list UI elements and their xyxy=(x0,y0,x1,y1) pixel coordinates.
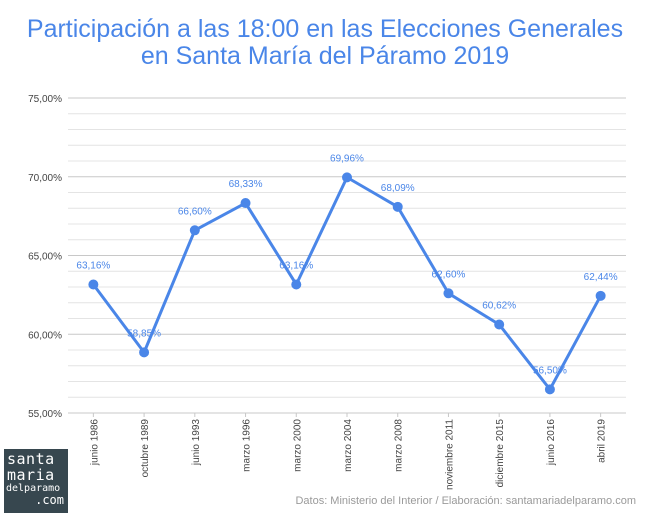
x-tick-label: octubre 1989 xyxy=(140,419,151,478)
data-point xyxy=(392,201,403,212)
data-label: 66,60% xyxy=(178,206,212,217)
series-line xyxy=(91,175,603,391)
data-point xyxy=(494,319,505,330)
x-tick-label: marzo 2000 xyxy=(292,419,303,472)
x-tick-label: marzo 1996 xyxy=(242,419,253,472)
x-tick-label: noviembre 2011 xyxy=(444,419,455,490)
data-label: 58,85% xyxy=(127,328,161,339)
x-tick-label: junio 1993 xyxy=(191,419,202,467)
data-label: 68,33% xyxy=(229,179,263,190)
x-tick-label: marzo 2004 xyxy=(343,419,354,472)
data-point xyxy=(88,279,99,290)
data-label: 62,44% xyxy=(584,272,618,283)
logo-line-1: santa xyxy=(7,450,55,468)
data-label: 63,16% xyxy=(279,260,313,271)
data-point xyxy=(443,288,454,299)
y-tick-label: 60,00% xyxy=(28,330,62,341)
x-tick-label: junio 2016 xyxy=(546,419,557,467)
data-label: 68,09% xyxy=(381,183,415,194)
data-point xyxy=(189,225,200,236)
chart-title-line-2: en Santa María del Páramo 2019 xyxy=(140,42,510,70)
data-point xyxy=(544,384,555,395)
y-tick-label: 65,00% xyxy=(28,252,62,263)
x-tick-label: marzo 2008 xyxy=(394,419,405,472)
y-axis: 55,00% 60,00% 65,00% 70,00% 75,00% xyxy=(28,94,62,420)
data-label: 63,16% xyxy=(76,260,110,271)
y-tick-label: 55,00% xyxy=(28,409,62,420)
x-tick-label: junio 1986 xyxy=(89,419,100,467)
data-label: 56,50% xyxy=(533,365,567,376)
data-label: 69,96% xyxy=(330,153,364,164)
logo-line-4: .com xyxy=(35,493,64,507)
x-axis: junio 1986 octubre 1989 junio 1993 marzo 19… xyxy=(89,413,608,490)
data-point xyxy=(139,347,150,358)
data-label: 60,62% xyxy=(482,300,516,311)
source-note: Datos: Ministerio del Interior / Elabora… xyxy=(295,495,636,507)
x-tick-label: abril 2019 xyxy=(597,419,608,463)
site-logo: santa maria delparamo .com xyxy=(4,449,68,513)
y-tick-label: 75,00% xyxy=(28,94,62,105)
data-point xyxy=(342,172,352,183)
chart-title: Participación a las 18:00 en las Eleccio… xyxy=(0,16,650,70)
gridlines xyxy=(68,97,626,414)
data-labels: 63,16% 58,85% 66,60% 68,33% 63,16% 69,96% 68,0… xyxy=(76,153,617,376)
logo-line-3: delparamo xyxy=(6,483,61,494)
y-tick-label: 70,00% xyxy=(28,173,62,184)
chart-title-line-1: Participación a las 18:00 en las Eleccio… xyxy=(26,15,624,43)
data-label: 62,60% xyxy=(431,269,465,280)
x-tick-label: diciembre 2015 xyxy=(495,419,506,488)
logo-line-2: maria xyxy=(7,466,55,484)
data-point xyxy=(595,290,606,301)
series-participacion xyxy=(88,172,606,395)
data-point xyxy=(291,279,302,290)
data-point xyxy=(240,198,251,209)
